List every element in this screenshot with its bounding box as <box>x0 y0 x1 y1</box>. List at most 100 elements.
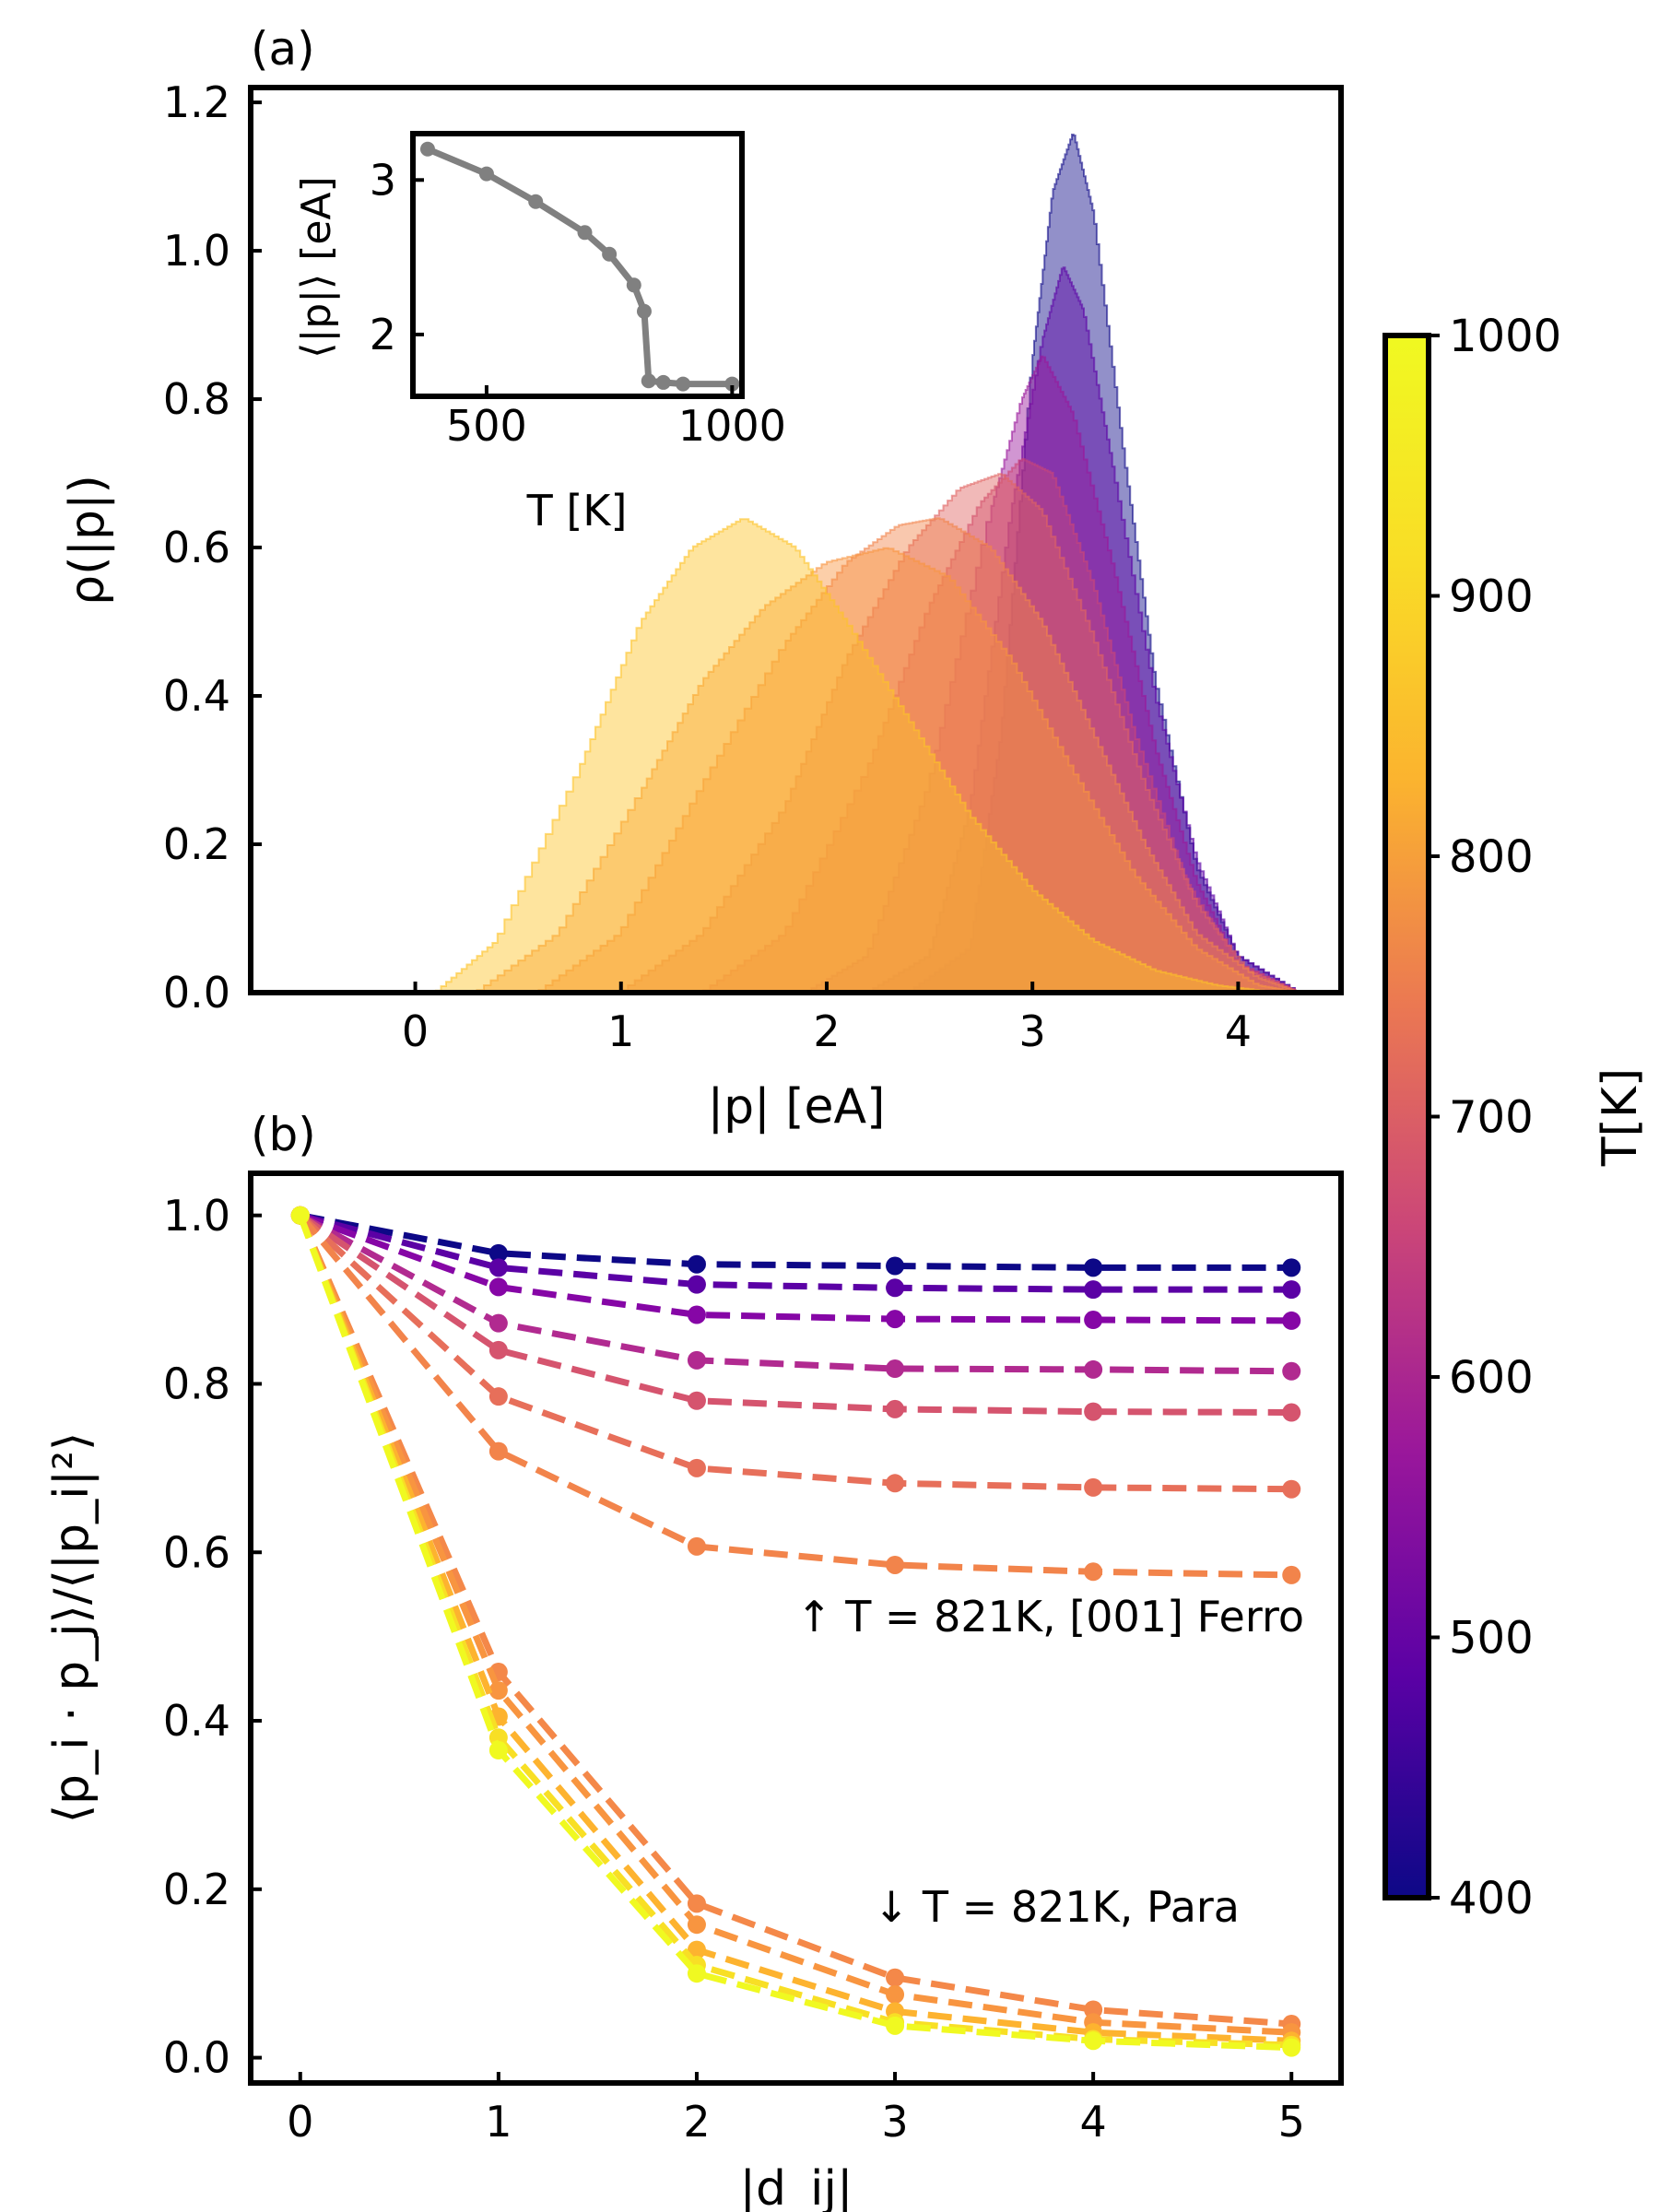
series-point-T560 <box>687 1305 706 1324</box>
inset-xtick-label: 500 <box>446 401 527 451</box>
panel-b-ticks: 0 1 2 3 4 5 0.0 0.2 0.4 0.6 0.8 1.0 <box>163 1191 1305 2147</box>
panel-a-xtick-label: 2 <box>813 1006 840 1056</box>
panel-a-xtick-label: 3 <box>1019 1006 1046 1056</box>
inset-point <box>641 373 656 389</box>
inset-point <box>655 374 671 390</box>
inset-point <box>626 277 641 293</box>
annotation-para: ↓ T = 821K, Para <box>874 1882 1240 1932</box>
series-point-T500 <box>1084 1280 1103 1300</box>
panel-a-ylabel: ρ(|p|) <box>60 475 115 606</box>
colorbar-tick-label: 1000 <box>1449 311 1561 362</box>
panel-b-xtick-label: 3 <box>881 2097 908 2147</box>
series-point-T1000 <box>886 2016 905 2035</box>
colorbar-tick-label: 500 <box>1449 1613 1534 1665</box>
series-point-T821 <box>886 1555 905 1574</box>
panel-a-xtick-label: 1 <box>607 1006 634 1056</box>
panel-b-xtick-label: 0 <box>287 2097 313 2147</box>
inset-point <box>577 225 593 241</box>
series-point-T560 <box>1084 1311 1103 1330</box>
series-line-T920 <box>297 1214 1292 2044</box>
series-point-T870 <box>886 1985 905 2005</box>
series-line-T821 <box>298 1213 1292 1579</box>
series-point-T650 <box>886 1359 905 1379</box>
panel-a: (a) 0 1 2 3 40.00.20.40.60.81.01.2 |p| [eA] … <box>60 22 1344 1135</box>
series-point-T780 <box>488 1387 508 1406</box>
inset-xlabel: T [K] <box>526 486 628 535</box>
series-line-T400 <box>300 1212 1292 1271</box>
histogram-T600 <box>805 355 1301 994</box>
inset-xtick-label: 1000 <box>678 401 786 451</box>
series-point-T821 <box>1084 1562 1103 1582</box>
series-point-T840 <box>886 1968 905 1987</box>
inset-plot: 500 1000 2 3 T [K] ⟨|p|⟩ [eA] <box>293 131 786 535</box>
colorbar-label: T[K] <box>1593 1068 1648 1167</box>
inset-line <box>419 141 740 392</box>
series-point-T500 <box>886 1278 905 1298</box>
series-point-T1000 <box>488 1741 508 1760</box>
series-line-T840 <box>297 1214 1292 2028</box>
panel-b-ytick-label: 0.6 <box>163 1527 230 1577</box>
series-line-T720 <box>298 1212 1292 1416</box>
series-line-T870 <box>297 1214 1292 2036</box>
inset-ylabel: ⟨|p|⟩ [eA] <box>293 176 340 358</box>
panel-a-frame <box>248 85 1344 995</box>
inset-ticks: 500 1000 2 3 <box>370 155 786 451</box>
series-point-T560 <box>488 1277 508 1297</box>
series-point-T821 <box>488 1441 508 1461</box>
panel-b-label: (b) <box>251 1108 316 1161</box>
panel-b-ylabel: ⟨p_i · p_j⟩/⟨|p_i|²⟩ <box>44 1432 100 1824</box>
inset-point <box>478 166 494 182</box>
series-point-T821 <box>1282 1565 1301 1584</box>
colorbar-tick-label: 800 <box>1449 831 1534 883</box>
series-point-T870 <box>687 1915 706 1935</box>
series-point-T920 <box>687 1940 706 1959</box>
colorbar-tick-label: 400 <box>1449 1873 1534 1924</box>
series-line-T500 <box>299 1212 1292 1293</box>
series-point-T1000 <box>1282 2038 1301 2057</box>
histogram-T821 <box>476 547 1301 994</box>
panel-a-ytick-label: 0.6 <box>163 523 230 572</box>
colorbar: 1000 900 800 700 600 500 400 T[K] <box>1382 311 1648 1924</box>
panel-a-xtick-label: 4 <box>1225 1006 1252 1056</box>
series-point-T400 <box>1282 1258 1301 1277</box>
series-line-T650 <box>299 1212 1292 1375</box>
series-point-T1000 <box>1084 2031 1103 2051</box>
series-point-T650 <box>1282 1361 1301 1381</box>
annotation-ferro: ↑ T = 821K, [001] Ferro <box>796 1592 1304 1641</box>
series-point-T720 <box>687 1391 706 1410</box>
series-point-T720 <box>886 1399 905 1418</box>
inset-ytick-label: 2 <box>370 310 396 359</box>
series-line-T560 <box>299 1212 1292 1324</box>
histogram-T500 <box>866 266 1301 994</box>
panel-b-frame <box>248 1171 1344 2086</box>
colorbar-ticks: 1000 900 800 700 600 500 400 <box>1429 311 1561 1924</box>
panel-a-ytick-label: 0.8 <box>163 374 230 424</box>
series-point-T500 <box>687 1275 706 1294</box>
inset-point <box>602 246 618 262</box>
series-point-T840 <box>1084 2000 1103 2019</box>
panel-b-xtick-label: 2 <box>683 2097 710 2147</box>
series-point-T400 <box>886 1256 905 1276</box>
series-point-T870 <box>488 1681 508 1700</box>
correlation-lines <box>290 1206 1301 2057</box>
panel-a-ticks: 0 1 2 3 4 0.0 0.2 0.4 0.6 0.8 1.0 1.2 <box>163 77 1252 1056</box>
series-point-T400 <box>488 1243 508 1263</box>
series-point-T840 <box>687 1894 706 1913</box>
panel-b-xtick-label: 4 <box>1079 2097 1106 2147</box>
colorbar-tick-label: 600 <box>1449 1352 1534 1404</box>
series-point-T560 <box>886 1310 905 1329</box>
panel-b-ytick-label: 0.4 <box>163 1696 230 1746</box>
series-point-T1000 <box>687 1964 706 1983</box>
panel-b-xlabel: |d_ij| <box>740 2161 853 2212</box>
series-point-T500 <box>1282 1280 1301 1300</box>
panel-b-xtick-label: 1 <box>485 2097 512 2147</box>
series-point-T1000 <box>290 1206 310 1225</box>
series-point-T400 <box>687 1254 706 1274</box>
histogram-T900 <box>434 518 1280 994</box>
series-line-T1000 <box>297 1214 1292 2052</box>
inset-point <box>528 194 544 209</box>
series-point-T780 <box>886 1474 905 1493</box>
series-point-T400 <box>1084 1258 1103 1277</box>
panel-b-ytick-label: 0.2 <box>163 1865 230 1914</box>
